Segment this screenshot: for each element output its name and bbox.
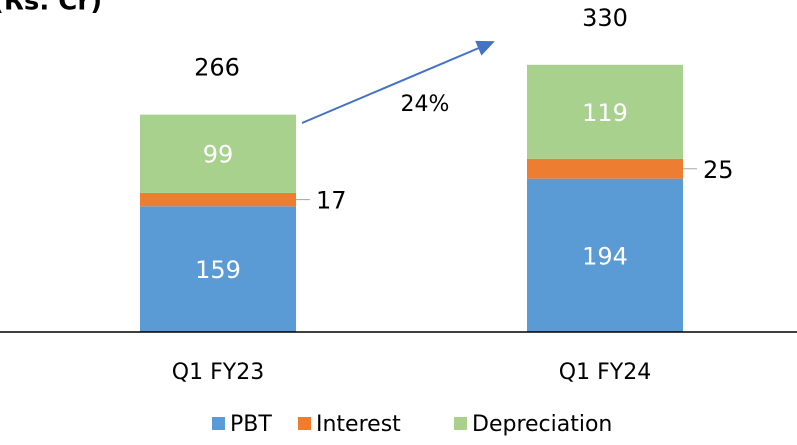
data-label: 17 xyxy=(316,187,347,215)
total-label: 330 xyxy=(582,4,628,32)
bar-segment xyxy=(527,178,683,332)
legend-label: Interest xyxy=(316,412,401,437)
x-tick-label: Q1 FY24 xyxy=(559,360,651,385)
chart-title: (Rs. Cr) xyxy=(0,0,102,17)
bar-segment xyxy=(527,158,683,179)
legend-label: PBT xyxy=(230,412,272,437)
total-label: 266 xyxy=(194,54,240,82)
bar-segment xyxy=(140,206,296,332)
data-label: 25 xyxy=(703,156,734,184)
data-label: 194 xyxy=(582,242,628,270)
legend-swatch xyxy=(212,417,225,430)
bar-segment xyxy=(527,64,683,159)
annotation: 24% xyxy=(401,92,450,117)
data-label: 119 xyxy=(582,99,628,127)
bar-segment xyxy=(140,114,296,193)
x-tick-label: Q1 FY23 xyxy=(172,360,264,385)
legend-swatch xyxy=(298,417,311,430)
growth-arrow xyxy=(301,40,495,124)
legend-swatch xyxy=(454,417,467,430)
data-label: 99 xyxy=(203,141,234,169)
legend-label: Depreciation xyxy=(472,412,612,437)
bar-segment xyxy=(140,192,296,207)
data-label: 159 xyxy=(195,256,241,284)
